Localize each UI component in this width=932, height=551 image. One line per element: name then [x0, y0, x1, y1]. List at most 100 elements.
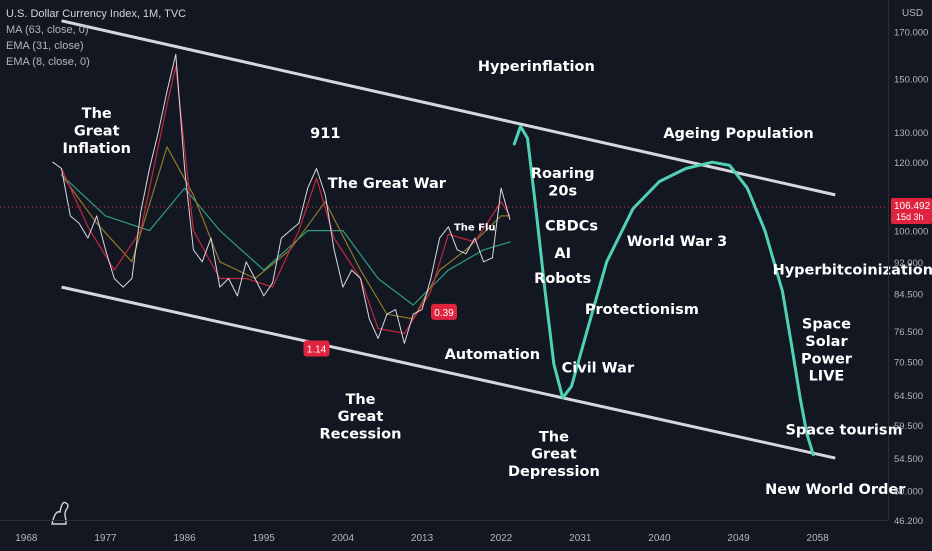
- candle-countdown: 15d 3h: [896, 212, 924, 222]
- annotation-label: Hyperinflation: [478, 59, 595, 75]
- x-tick-label: 1986: [174, 533, 197, 544]
- annotation-line: Depression: [508, 464, 600, 480]
- time-scale-ticks: 1968 1977 1986 1995 2004 2013 2022 2031 2040 2049…: [15, 533, 829, 544]
- tradingview-logo-icon[interactable]: [51, 501, 69, 525]
- annotation-line: New World Order: [765, 482, 906, 498]
- indicator-ma63[interactable]: MA (63, close, 0): [6, 24, 89, 36]
- annotation-label: Ageing Population: [663, 126, 813, 142]
- annotation-label: The Great Recession: [319, 392, 401, 443]
- series-projection-line: [512, 125, 815, 457]
- y-tick-label: 150.000: [894, 75, 928, 86]
- price-lines: [52, 53, 815, 457]
- annotation-label: Robots: [534, 271, 591, 287]
- trend-channel: [61, 19, 836, 460]
- series-ema31-line: [60, 146, 511, 320]
- y-tick-label: 70.500: [894, 358, 923, 369]
- y-tick-label: 120.000: [894, 158, 928, 169]
- series-ema8-line: [60, 65, 511, 334]
- annotation-line: Inflation: [62, 141, 130, 157]
- last-price-badge: 106.492 15d 3h: [891, 198, 932, 225]
- x-tick-label: 1977: [94, 533, 117, 544]
- annotation-line: The Flu: [454, 223, 496, 234]
- annotation-line: The: [539, 429, 569, 445]
- annotation-line: World War 3: [627, 234, 728, 250]
- annotation-label: CBDCs: [545, 219, 598, 235]
- annotation-badge-bg: [431, 303, 457, 320]
- x-tick-label: 1968: [15, 533, 38, 544]
- y-tick-label: 59.500: [894, 421, 923, 432]
- annotation-line: Roaring: [531, 166, 595, 182]
- annotation-line: Great: [531, 447, 577, 463]
- annotation-label: Space tourism: [785, 423, 902, 439]
- annotation-label: The Flu: [454, 223, 496, 234]
- annotation-line: The: [345, 392, 375, 408]
- annotation-line: Hyperinflation: [478, 59, 595, 75]
- annotation-label: 911: [310, 126, 340, 142]
- y-tick-label: 64.500: [894, 391, 923, 402]
- annotation-label: AI: [554, 246, 571, 262]
- indicator-ema8[interactable]: EMA (8, close, 0): [6, 56, 90, 68]
- y-tick-label: 84.500: [894, 290, 923, 301]
- annotation-line: Civil War: [562, 360, 635, 376]
- x-tick-label: 2031: [569, 533, 592, 544]
- annotation-label: Roaring 20s: [531, 166, 595, 199]
- last-price-value: 106.492: [894, 201, 931, 212]
- annotation-line: The: [82, 106, 112, 122]
- y-tick-label: 50.000: [894, 486, 923, 497]
- series-price-line: [52, 53, 511, 344]
- annotation-line: Protectionism: [585, 302, 699, 318]
- annotation-label: New World Order: [765, 482, 906, 498]
- annotation-label: The Great War: [328, 176, 447, 192]
- annotation-label: World War 3: [627, 234, 728, 250]
- price-scale-ticks: 170.000 150.000 130.000 120.000 100.000 92.00…: [894, 28, 928, 527]
- x-tick-label: 2058: [807, 533, 830, 544]
- annotation-label: Space Solar Power LIVE: [801, 317, 853, 385]
- y-tick-label: 46.200: [894, 516, 923, 527]
- indicator-ema31[interactable]: EMA (31, close): [6, 40, 84, 52]
- annotation-line: Ageing Population: [663, 126, 813, 142]
- annotation-label: Hyperbitcoinization: [773, 262, 932, 278]
- price-scale[interactable]: [888, 0, 932, 520]
- y-tick-label: 92.000: [894, 258, 923, 269]
- annotation-line: Hyperbitcoinization: [773, 262, 932, 278]
- y-tick-label: 170.000: [894, 28, 928, 39]
- annotation-line: LIVE: [809, 369, 845, 385]
- x-tick-label: 2049: [727, 533, 750, 544]
- annotation-line: Great: [338, 409, 384, 425]
- x-tick-label: 2022: [490, 533, 513, 544]
- annotation-line: Robots: [534, 271, 591, 287]
- annotation-label: The Great Inflation: [62, 106, 130, 157]
- currency-label: USD: [902, 8, 923, 19]
- x-tick-label: 2004: [332, 533, 355, 544]
- symbol-title: U.S. Dollar Currency Index, 1M, TVC: [6, 8, 187, 20]
- x-tick-label: 2013: [411, 533, 434, 544]
- annotation-line: Power: [801, 351, 853, 367]
- annotation-badge: 0.39: [434, 308, 454, 319]
- y-tick-label: 100.000: [894, 227, 928, 238]
- chart-legend: U.S. Dollar Currency Index, 1M, TVC MA (…: [6, 6, 186, 70]
- y-tick-label: 76.500: [894, 327, 923, 338]
- x-tick-label: 1995: [253, 533, 276, 544]
- annotation-label: The Great Depression: [508, 429, 600, 480]
- channel-upper-line: [61, 19, 836, 197]
- annotation-line: CBDCs: [545, 219, 598, 235]
- annotation-line: 20s: [548, 184, 577, 200]
- series-ma63-line: [60, 174, 511, 306]
- annotation-label: Protectionism: [585, 302, 699, 318]
- annotation-line: AI: [554, 246, 571, 262]
- annotation-badge: 1.14: [307, 345, 327, 356]
- annotation-line: The Great War: [328, 176, 447, 192]
- annotation-line: Great: [74, 123, 120, 139]
- x-tick-label: 2040: [648, 533, 671, 544]
- annotation-line: 911: [310, 126, 340, 142]
- annotation-line: Space tourism: [785, 423, 902, 439]
- annotation-line: Solar: [805, 334, 848, 350]
- time-scale[interactable]: [0, 520, 888, 551]
- annotation-label: Automation: [445, 347, 541, 363]
- annotation-label: Civil War: [562, 360, 635, 376]
- y-tick-label: 54.500: [894, 454, 923, 465]
- y-tick-label: 130.000: [894, 128, 928, 139]
- annotation-line: Recession: [319, 427, 401, 443]
